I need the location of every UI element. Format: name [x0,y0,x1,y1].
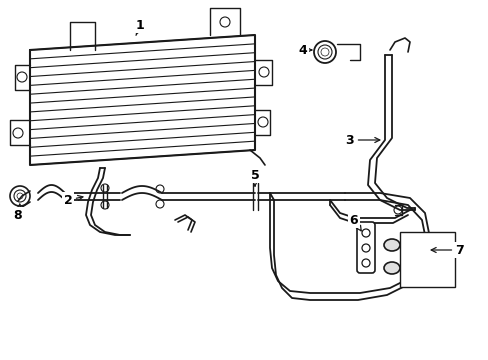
Text: 2: 2 [63,194,83,207]
Text: 6: 6 [349,213,361,231]
Text: 1: 1 [135,18,144,35]
Ellipse shape [383,239,399,251]
Text: 7: 7 [430,243,464,257]
Text: 3: 3 [345,134,379,147]
Bar [399,232,454,287]
Ellipse shape [383,262,399,274]
Text: 8: 8 [14,204,22,221]
Text: 4: 4 [298,44,311,57]
Text: 5: 5 [250,168,259,186]
FancyBboxPatch shape [356,222,374,273]
